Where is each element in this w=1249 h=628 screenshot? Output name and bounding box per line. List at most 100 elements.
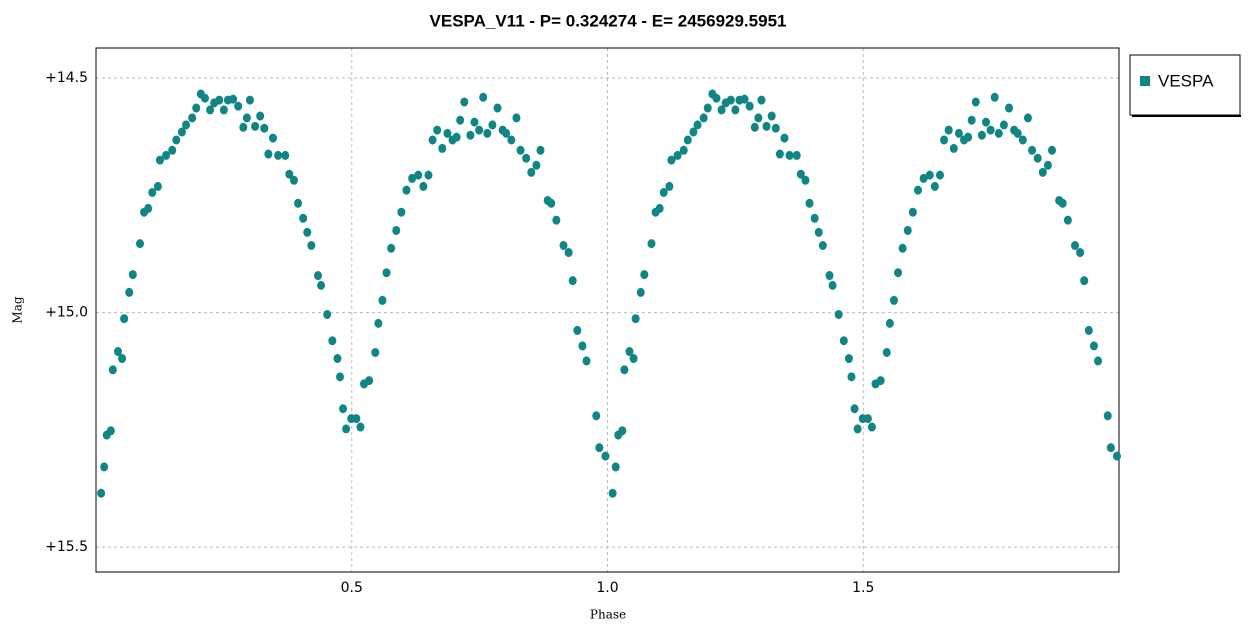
data-point xyxy=(356,422,365,432)
data-point xyxy=(268,133,277,143)
data-point xyxy=(106,426,115,436)
data-point xyxy=(935,170,944,180)
data-point xyxy=(754,113,763,123)
data-point xyxy=(636,287,645,297)
data-point xyxy=(1063,215,1072,225)
data-point xyxy=(408,173,417,183)
data-point xyxy=(323,309,332,319)
data-point xyxy=(168,145,177,155)
data-point xyxy=(750,122,759,132)
data-point xyxy=(1028,145,1037,155)
legend-label: VESPA xyxy=(1158,71,1214,90)
chart-title: VESPA_V11 - P= 0.324274 - E= 2456929.595… xyxy=(430,11,787,30)
data-point xyxy=(387,243,396,253)
data-point xyxy=(1089,341,1098,351)
data-point xyxy=(771,123,780,133)
data-point xyxy=(903,225,912,235)
data-point xyxy=(762,121,771,131)
data-point xyxy=(796,169,805,179)
data-point xyxy=(317,280,326,290)
data-point xyxy=(260,123,269,133)
data-point xyxy=(785,150,794,160)
data-point xyxy=(885,318,894,328)
data-point xyxy=(313,271,322,281)
data-point xyxy=(1043,160,1052,170)
data-point xyxy=(640,270,649,280)
data-point xyxy=(1080,276,1089,286)
data-point xyxy=(1112,451,1121,461)
data-point xyxy=(488,120,497,130)
data-point xyxy=(689,127,698,137)
data-point xyxy=(977,130,986,140)
data-point xyxy=(908,207,917,217)
data-point xyxy=(940,135,949,145)
data-point xyxy=(352,414,361,424)
data-point xyxy=(242,113,251,123)
data-point xyxy=(986,125,995,135)
data-point xyxy=(108,365,117,375)
data-point xyxy=(839,336,848,346)
data-point xyxy=(135,239,144,249)
data-point xyxy=(365,376,374,386)
data-point xyxy=(1038,167,1047,177)
data-point xyxy=(882,347,891,357)
data-point xyxy=(810,213,819,223)
data-point xyxy=(618,426,627,436)
data-point xyxy=(155,155,164,165)
data-point xyxy=(294,198,303,208)
data-point xyxy=(792,150,801,160)
data-point xyxy=(757,95,766,105)
data-point xyxy=(460,97,469,107)
data-point xyxy=(402,185,411,195)
data-point xyxy=(693,120,702,130)
data-point xyxy=(182,120,191,130)
data-point xyxy=(647,239,656,249)
data-point xyxy=(339,404,348,414)
data-point xyxy=(281,150,290,160)
data-point xyxy=(814,227,823,237)
data-point xyxy=(745,101,754,111)
data-point xyxy=(582,356,591,366)
data-point xyxy=(1103,411,1112,421)
data-point xyxy=(1094,356,1103,366)
data-point xyxy=(1013,128,1022,138)
data-point xyxy=(564,248,573,258)
data-point xyxy=(967,115,976,125)
data-point xyxy=(206,105,215,115)
data-point xyxy=(97,488,106,498)
data-point xyxy=(177,127,186,137)
data-point xyxy=(699,113,708,123)
x-tick-label: 1.0 xyxy=(596,580,618,596)
data-point xyxy=(219,105,228,115)
data-point xyxy=(601,451,610,461)
data-point xyxy=(1058,198,1067,208)
data-point xyxy=(740,94,749,104)
data-point xyxy=(397,207,406,217)
data-point xyxy=(665,181,674,191)
x-tick-label: 0.5 xyxy=(341,580,363,596)
data-point xyxy=(1106,443,1115,453)
data-point xyxy=(188,113,197,123)
data-point xyxy=(876,376,885,386)
data-point xyxy=(234,101,243,111)
data-point xyxy=(578,341,587,351)
data-point xyxy=(818,240,827,250)
data-point xyxy=(100,462,109,472)
data-point xyxy=(162,150,171,160)
data-point xyxy=(667,155,676,165)
data-point xyxy=(522,153,531,163)
data-point xyxy=(592,411,601,421)
data-point xyxy=(256,111,265,121)
data-point xyxy=(215,95,224,105)
data-point xyxy=(949,143,958,153)
data-point xyxy=(620,365,629,375)
data-point xyxy=(568,276,577,286)
data-point xyxy=(342,424,351,434)
data-point xyxy=(629,354,638,364)
data-point xyxy=(655,203,664,213)
data-point xyxy=(113,347,122,357)
data-point xyxy=(307,240,316,250)
data-point xyxy=(867,422,876,432)
